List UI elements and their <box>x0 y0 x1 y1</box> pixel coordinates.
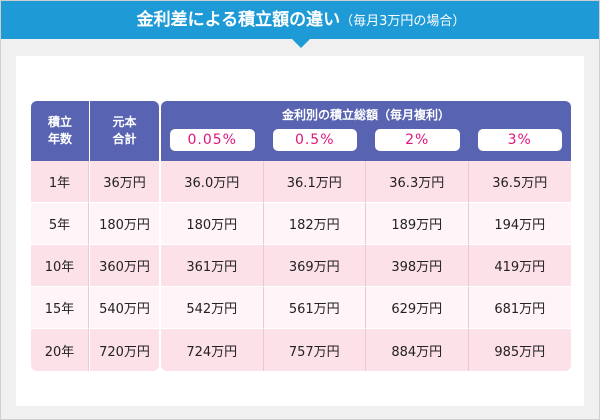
table-cell: 542万円 <box>161 287 264 329</box>
rate-label: 0.5% <box>272 129 357 151</box>
table-cell: 36.0万円 <box>161 161 264 203</box>
row-label: 5年 <box>31 203 89 245</box>
row-label: 540万円 <box>90 287 159 329</box>
table-cell: 884万円 <box>366 329 469 371</box>
table-cell: 36.3万円 <box>366 161 469 203</box>
title: 金利差による積立額の違い <box>136 10 341 30</box>
table-cell: 561万円 <box>263 287 366 329</box>
table-cell: 398万円 <box>366 245 469 287</box>
table-cell: 985万円 <box>468 329 571 371</box>
banner-pointer <box>291 38 311 48</box>
row-label: 15年 <box>31 287 89 329</box>
subtitle: （毎月3万円の場合） <box>340 14 466 29</box>
table-cell: 629万円 <box>366 287 469 329</box>
rate-label: 2% <box>375 129 460 151</box>
header-line: 積立 <box>47 115 72 129</box>
table-cell: 369万円 <box>263 245 366 287</box>
rate-label: 3% <box>477 129 562 151</box>
column-header: 積立 年数 <box>31 101 89 161</box>
table-cell: 194万円 <box>468 203 571 245</box>
header-line: 元本 <box>112 115 137 129</box>
row-label: 360万円 <box>90 245 159 287</box>
table-cell: 724万円 <box>161 329 264 371</box>
table-cell: 757万円 <box>263 329 366 371</box>
table-cell: 681万円 <box>468 287 571 329</box>
table-cell: 36.5万円 <box>468 161 571 203</box>
table-cell: 361万円 <box>161 245 264 287</box>
table-cell: 182万円 <box>263 203 366 245</box>
row-label: 1年 <box>31 161 89 203</box>
column-header: 元本 合計 <box>90 101 159 161</box>
title-banner: 金利差による積立額の違い（毎月3万円の場合） <box>1 1 599 39</box>
row-label: 36万円 <box>90 161 159 203</box>
table-cell: 180万円 <box>161 203 264 245</box>
table-cell: 419万円 <box>468 245 571 287</box>
row-label: 10年 <box>31 245 89 287</box>
rate-label: 0.05% <box>170 129 255 151</box>
row-label: 720万円 <box>90 329 159 371</box>
header-line: 年数 <box>47 132 72 146</box>
table-cell: 189万円 <box>366 203 469 245</box>
table-cell: 36.1万円 <box>263 161 366 203</box>
header-line: 合計 <box>112 132 137 146</box>
row-label: 20年 <box>31 329 89 371</box>
row-label: 180万円 <box>90 203 159 245</box>
group-header: 金利別の積立総額（毎月複利） <box>281 107 450 122</box>
